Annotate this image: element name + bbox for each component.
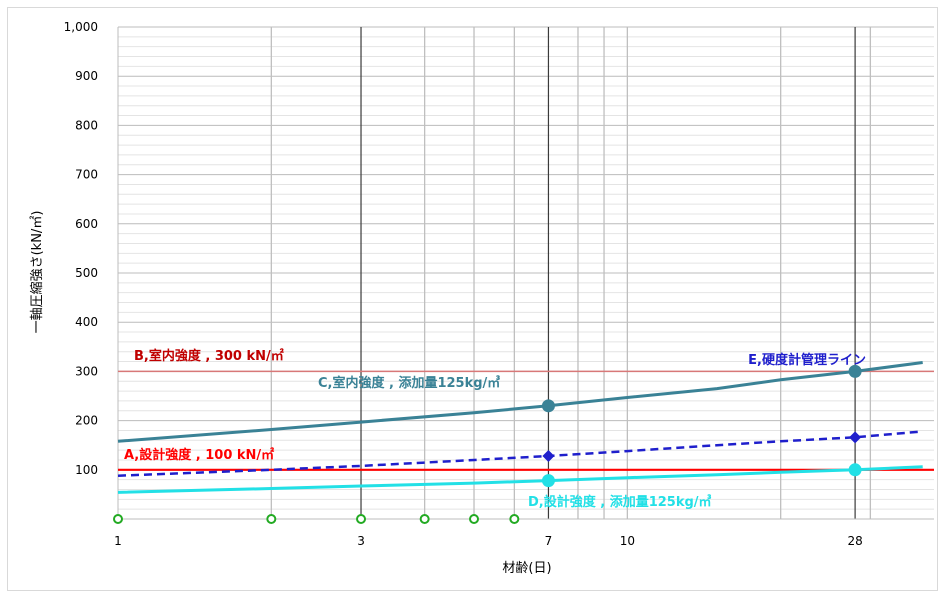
y-tick-label: 600 [75, 217, 98, 231]
x-tick-label: 1 [114, 534, 122, 548]
annotation-label: D,設計強度 , 添加量125kg/㎥ [528, 494, 712, 510]
series-point [849, 463, 862, 476]
baseline-marker [470, 515, 478, 523]
baseline-marker [114, 515, 122, 523]
x-tick-label: 10 [620, 534, 635, 548]
x-axis-title: 材齢(日) [502, 561, 551, 576]
y-tick-label: 300 [75, 364, 98, 378]
y-tick-label: 700 [75, 168, 98, 182]
annotation-label: B,室内強度 , 300 kN/㎡ [134, 348, 284, 364]
baseline-marker [267, 515, 275, 523]
annotation-layer: B,室内強度 , 300 kN/㎡ C,室内強度 , 添加量125kg/㎥ E,硬度… [124, 348, 866, 510]
series-point [542, 399, 555, 412]
series-point-diamond [849, 431, 861, 443]
x-tick-label: 7 [545, 534, 553, 548]
baseline-marker [510, 515, 518, 523]
y-tick-label: 200 [75, 414, 98, 428]
baseline-marker [421, 515, 429, 523]
y-tick-label: 1,000 [64, 20, 98, 34]
y-tick-label: 900 [75, 69, 98, 83]
y-axis-title: 一軸圧縮強さ(kN/㎡) [29, 211, 45, 334]
x-tick-label: 28 [847, 534, 862, 548]
annotation-label: E,硬度計管理ライン [748, 352, 866, 368]
series-layer [118, 363, 934, 493]
baseline-marker [357, 515, 365, 523]
annotation-label: A,設計強度 , 100 kN/㎡ [124, 447, 274, 463]
y-tick-label: 100 [75, 463, 98, 477]
y-tick-label: 800 [75, 118, 98, 132]
y-tick-label: 400 [75, 315, 98, 329]
y-tick-label: 500 [75, 266, 98, 280]
annotation-label: C,室内強度 , 添加量125kg/㎥ [318, 375, 500, 391]
x-tick-label: 3 [357, 534, 365, 548]
grid-layer [118, 27, 934, 519]
series-line [118, 363, 923, 442]
series-point [542, 474, 555, 487]
